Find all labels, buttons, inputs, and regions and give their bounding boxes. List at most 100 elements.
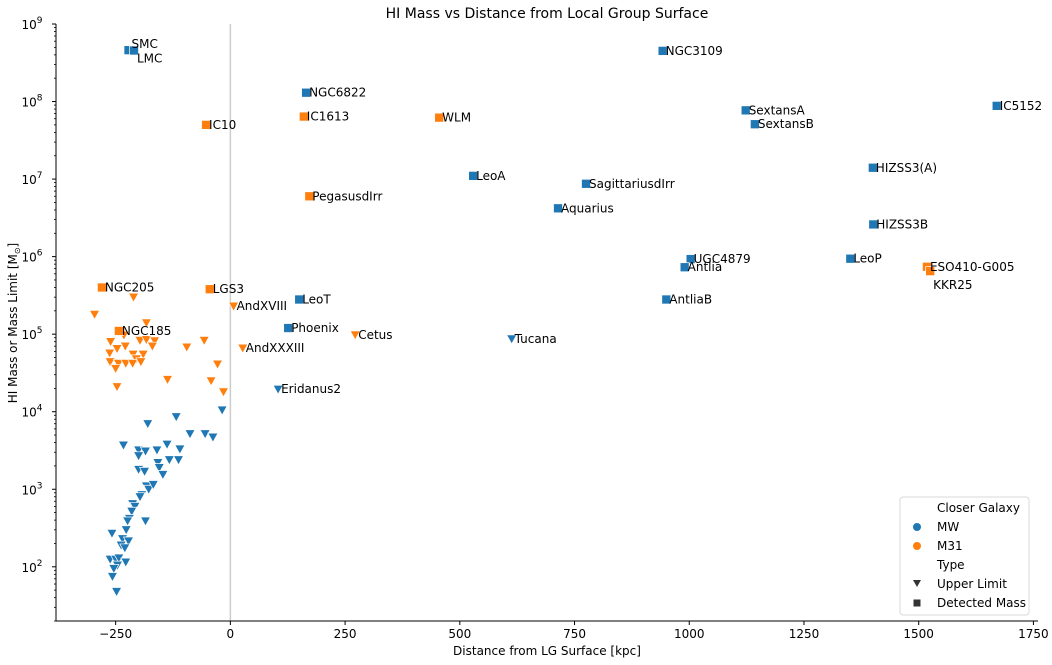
y-axis-label-main: HI Mass or Mass Limit [M bbox=[6, 254, 20, 403]
upper-limit-marker bbox=[117, 440, 130, 451]
detected-marker-sagittariusdirr bbox=[581, 178, 591, 189]
detected-marker-antliab bbox=[661, 294, 672, 305]
point-label-kkr25: KKR25 bbox=[933, 278, 972, 292]
detected-marker-ic5152 bbox=[991, 100, 1002, 111]
upper-limit-marker bbox=[104, 357, 116, 368]
upper-limit-marker bbox=[143, 484, 155, 495]
detected-marker-lmc bbox=[129, 45, 139, 56]
y-axis-label: HI Mass or Mass Limit [M⊙] bbox=[6, 243, 22, 404]
y-tick-label: 107 bbox=[21, 171, 42, 187]
point-label-ugc4879: UGC4879 bbox=[694, 252, 751, 266]
point-label-lgs3: LGS3 bbox=[213, 282, 244, 296]
detected-marker-hizss3b bbox=[868, 219, 879, 230]
upper-limit-marker bbox=[170, 412, 182, 423]
point-label-aquarius: Aquarius bbox=[561, 201, 614, 215]
legend-m31-marker bbox=[913, 542, 921, 550]
upper-limit-marker bbox=[112, 359, 125, 370]
point-label-phoenix: Phoenix bbox=[291, 321, 339, 335]
upper-limit-marker bbox=[120, 557, 132, 568]
legend: Closer Galaxy MW M31 Type Upper Limit De… bbox=[899, 496, 1030, 616]
x-tick-label: 1250 bbox=[789, 627, 820, 641]
y-tick-label: 108 bbox=[21, 94, 42, 110]
point-label-eso410-g005: ESO410-G005 bbox=[930, 260, 1015, 274]
legend-m31-label: M31 bbox=[937, 539, 963, 553]
upper-limit-marker bbox=[157, 470, 169, 481]
y-tick-label: 104 bbox=[21, 404, 42, 420]
detected-marker-wlm bbox=[434, 112, 445, 123]
upper-limit-marker bbox=[134, 492, 146, 503]
upper-limit-marker bbox=[110, 587, 123, 598]
point-label-antliab: AntliaB bbox=[669, 292, 712, 306]
upper-limit-marker bbox=[146, 341, 158, 352]
point-label-ngc6822: NGC6822 bbox=[309, 86, 366, 100]
point-label-andxxxiii: AndXXXIII bbox=[246, 341, 305, 355]
upper-limit-marker bbox=[120, 359, 132, 370]
upper-limit-marker bbox=[172, 455, 185, 466]
upper-limit-marker bbox=[126, 506, 138, 517]
upper-limit-marker bbox=[217, 387, 230, 398]
point-label-leot: LeoT bbox=[302, 292, 331, 306]
point-label-sextansa: SextansA bbox=[749, 103, 806, 117]
upper-limit-marker bbox=[211, 359, 224, 370]
point-label-smc: SMC bbox=[132, 37, 158, 51]
upper-limit-marker bbox=[120, 525, 132, 536]
detected-marker-leop bbox=[845, 253, 856, 264]
point-label-ic1613: IC1613 bbox=[307, 110, 349, 124]
upper-limit-marker bbox=[149, 336, 161, 347]
point-label-leop: LeoP bbox=[853, 252, 881, 266]
detected-marker-hizss3-a- bbox=[867, 162, 878, 173]
upper-limit-marker bbox=[106, 572, 119, 583]
upper-limit-marker bbox=[199, 429, 211, 440]
legend-detected-label: Detected Mass bbox=[937, 596, 1026, 610]
x-tick-label: −250 bbox=[99, 627, 132, 641]
legend-mw-marker bbox=[913, 523, 921, 531]
detected-marker-sextansb bbox=[750, 119, 760, 130]
upper-limit-marker bbox=[216, 405, 228, 416]
y-tick-label: 106 bbox=[21, 249, 42, 265]
upper-limit-marker bbox=[111, 382, 123, 393]
upper-limit-marker-andxxxiii bbox=[237, 343, 249, 354]
upper-limit-marker-eridanus2 bbox=[272, 384, 284, 395]
detected-marker-ic1613 bbox=[298, 111, 309, 122]
upper-limit-marker bbox=[207, 432, 219, 443]
point-label-eridanus2: Eridanus2 bbox=[281, 382, 341, 396]
x-axis-label: Distance from LG Surface [kpc] bbox=[453, 644, 641, 658]
upper-limit-marker bbox=[163, 455, 175, 466]
point-label-sextansb: SextansB bbox=[758, 117, 814, 131]
detected-marker-ic10 bbox=[201, 120, 211, 130]
upper-limit-marker bbox=[110, 364, 122, 375]
y-axis-ticks: 102 103 104 105 106 107 108 109 bbox=[21, 16, 56, 622]
upper-limit-marker bbox=[139, 516, 152, 527]
x-tick-label: 1750 bbox=[1018, 627, 1049, 641]
y-axis-label-sub: ⊙ bbox=[13, 247, 22, 254]
point-label-ic5152: IC5152 bbox=[1000, 99, 1042, 113]
detected-marker-aquarius bbox=[553, 203, 563, 214]
detected-marker-sextansa bbox=[740, 105, 751, 116]
upper-limit-marker bbox=[140, 335, 152, 346]
upper-limit-marker bbox=[174, 444, 186, 455]
detected-marker-pegasusdirr bbox=[304, 191, 315, 202]
upper-limit-marker bbox=[108, 564, 120, 575]
detected-marker-ngc205 bbox=[97, 282, 107, 293]
upper-limit-marker bbox=[161, 375, 174, 386]
chart-title: HI Mass vs Distance from Local Group Sur… bbox=[386, 6, 709, 22]
point-label-tucana: Tucana bbox=[514, 332, 557, 346]
detected-marker-lgs3 bbox=[204, 284, 215, 295]
x-tick-label: 1000 bbox=[674, 627, 705, 641]
upper-limit-marker bbox=[133, 451, 145, 462]
point-label-antlia: Antlia bbox=[688, 260, 723, 274]
point-label-andxviii: AndXVIII bbox=[237, 299, 287, 313]
point-label-wlm: WLM bbox=[442, 111, 471, 125]
legend-detected-marker bbox=[913, 599, 921, 607]
detected-marker-ngc185 bbox=[114, 326, 124, 336]
point-label-pegasusdirr: PegasusdIrr bbox=[312, 189, 382, 203]
upper-limit-marker bbox=[104, 348, 116, 359]
point-label-cetus: Cetus bbox=[358, 328, 392, 342]
x-tick-label: 500 bbox=[448, 627, 471, 641]
point-label-ic10: IC10 bbox=[209, 118, 236, 132]
upper-limit-marker bbox=[105, 337, 117, 348]
x-axis-ticks: −250 0 250 500 750 1000 1250 1500 1750 bbox=[99, 621, 1049, 641]
y-tick-label: 102 bbox=[21, 559, 42, 575]
upper-limit-marker bbox=[138, 467, 151, 478]
